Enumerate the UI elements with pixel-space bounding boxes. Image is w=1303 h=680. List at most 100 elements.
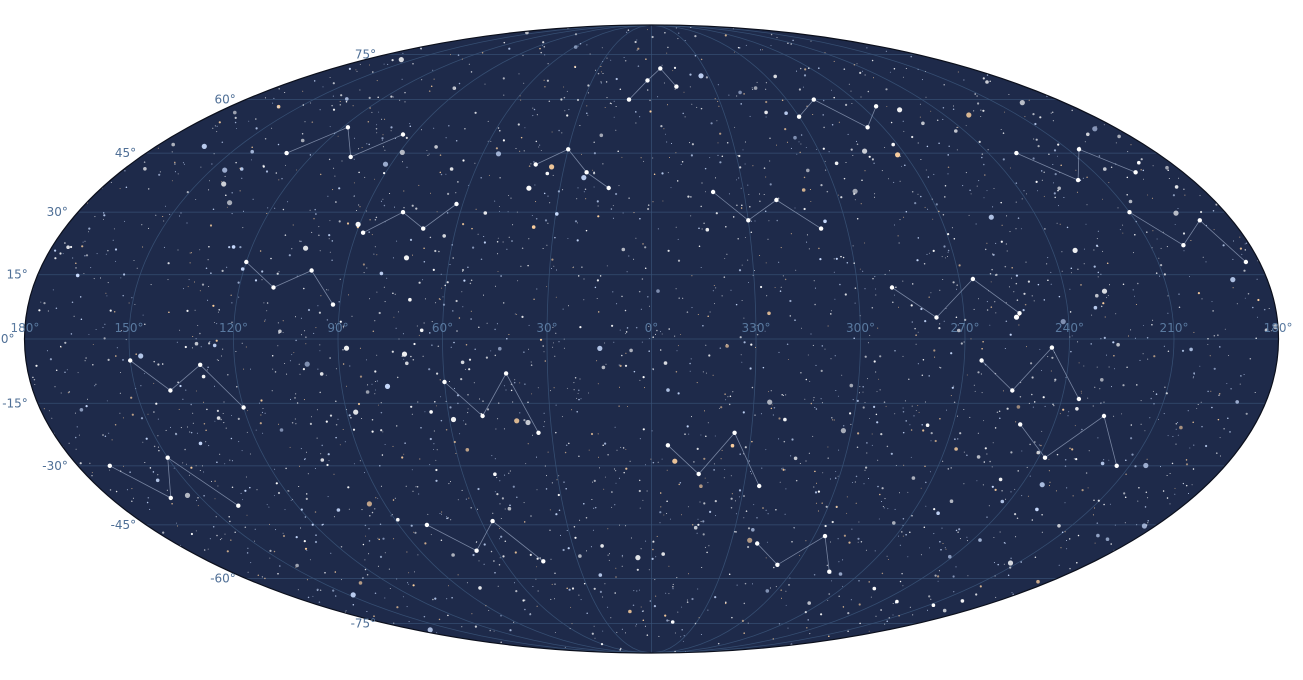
star (1200, 401, 1202, 403)
star (920, 195, 922, 198)
star (235, 161, 237, 164)
star (329, 220, 331, 222)
star (250, 159, 252, 161)
star (366, 143, 368, 145)
constellation-star (934, 315, 939, 320)
star (460, 360, 465, 365)
star (741, 619, 745, 623)
star (309, 559, 311, 561)
star (642, 499, 644, 501)
star (667, 249, 670, 252)
star (439, 379, 441, 381)
star (326, 319, 329, 321)
star (369, 64, 370, 66)
star (617, 150, 619, 153)
star (800, 372, 802, 374)
star (960, 599, 965, 603)
star (376, 354, 378, 356)
star (1111, 386, 1112, 388)
star (672, 588, 674, 590)
star (447, 192, 450, 195)
star (659, 492, 662, 494)
star (1095, 293, 1099, 298)
star (698, 73, 704, 79)
star (1219, 437, 1221, 439)
star (423, 615, 426, 618)
star (1239, 247, 1242, 250)
star (209, 180, 210, 182)
star (568, 305, 569, 307)
star (1140, 158, 1143, 161)
star (1015, 182, 1018, 184)
star (872, 586, 877, 591)
star (250, 368, 251, 370)
star (450, 54, 451, 56)
star (247, 410, 249, 412)
star (291, 354, 293, 356)
star (269, 523, 270, 525)
star (1124, 522, 1126, 524)
star (638, 489, 641, 493)
star (923, 526, 926, 528)
star (978, 298, 979, 300)
star (1100, 402, 1102, 404)
star (1039, 348, 1041, 350)
star (378, 111, 380, 113)
star (273, 495, 275, 497)
star (303, 399, 305, 401)
star (424, 542, 427, 545)
star (428, 368, 431, 371)
star (75, 273, 80, 278)
star (626, 327, 629, 329)
star (1159, 275, 1161, 277)
star (54, 257, 57, 260)
star (261, 576, 263, 578)
star (319, 350, 321, 352)
star (547, 451, 549, 453)
star (1094, 507, 1095, 509)
star (173, 467, 175, 469)
star (696, 106, 698, 108)
star (930, 110, 932, 112)
star (331, 240, 334, 242)
star (654, 579, 656, 581)
star (1070, 272, 1072, 274)
star (982, 341, 984, 343)
star (502, 241, 504, 243)
star (854, 481, 856, 483)
longitude-label: 300° (846, 321, 875, 335)
star (852, 245, 854, 247)
star (895, 599, 899, 604)
star (109, 309, 112, 312)
star (555, 404, 557, 406)
star (461, 58, 463, 60)
star (744, 163, 746, 165)
star (703, 222, 705, 224)
star (1146, 337, 1149, 339)
star (921, 424, 923, 426)
star (499, 503, 501, 505)
star (574, 33, 578, 36)
star (176, 522, 177, 524)
star (713, 285, 715, 286)
star (239, 167, 241, 170)
star (905, 68, 907, 69)
star (827, 325, 829, 327)
star (609, 553, 610, 555)
star (403, 206, 405, 209)
star (499, 210, 500, 212)
star (1229, 431, 1231, 433)
star (1023, 190, 1025, 192)
star (926, 145, 929, 148)
star (810, 40, 812, 42)
star (384, 301, 386, 303)
star (1209, 355, 1211, 357)
star (468, 368, 471, 371)
star (1096, 522, 1099, 524)
star (621, 156, 623, 158)
star (430, 534, 432, 536)
star (131, 500, 133, 503)
star (661, 458, 663, 460)
longitude-label: 0° (645, 321, 659, 335)
star (1273, 324, 1279, 330)
